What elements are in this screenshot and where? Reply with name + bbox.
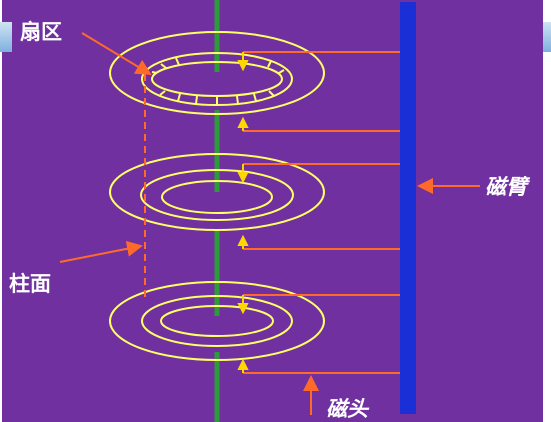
- head-label: 磁头: [326, 396, 368, 421]
- sector-label: 扇区: [20, 19, 62, 44]
- platter-middle: [109, 153, 325, 231]
- read-write-heads: [237, 52, 249, 373]
- sector-pointer: [81, 32, 152, 76]
- right-edge-strip: [543, 22, 551, 52]
- sector-ticks: [151, 57, 285, 105]
- arm-label: 磁臂: [485, 174, 527, 199]
- cylinder-pointer: [59, 240, 143, 263]
- disk-arm: [400, 2, 416, 414]
- label-pointers: [59, 32, 480, 415]
- cylinder-label: 柱面: [9, 271, 51, 296]
- platter-bottom: [109, 281, 325, 361]
- head-connectors: [243, 51, 400, 374]
- left-edge-strip: [0, 22, 12, 52]
